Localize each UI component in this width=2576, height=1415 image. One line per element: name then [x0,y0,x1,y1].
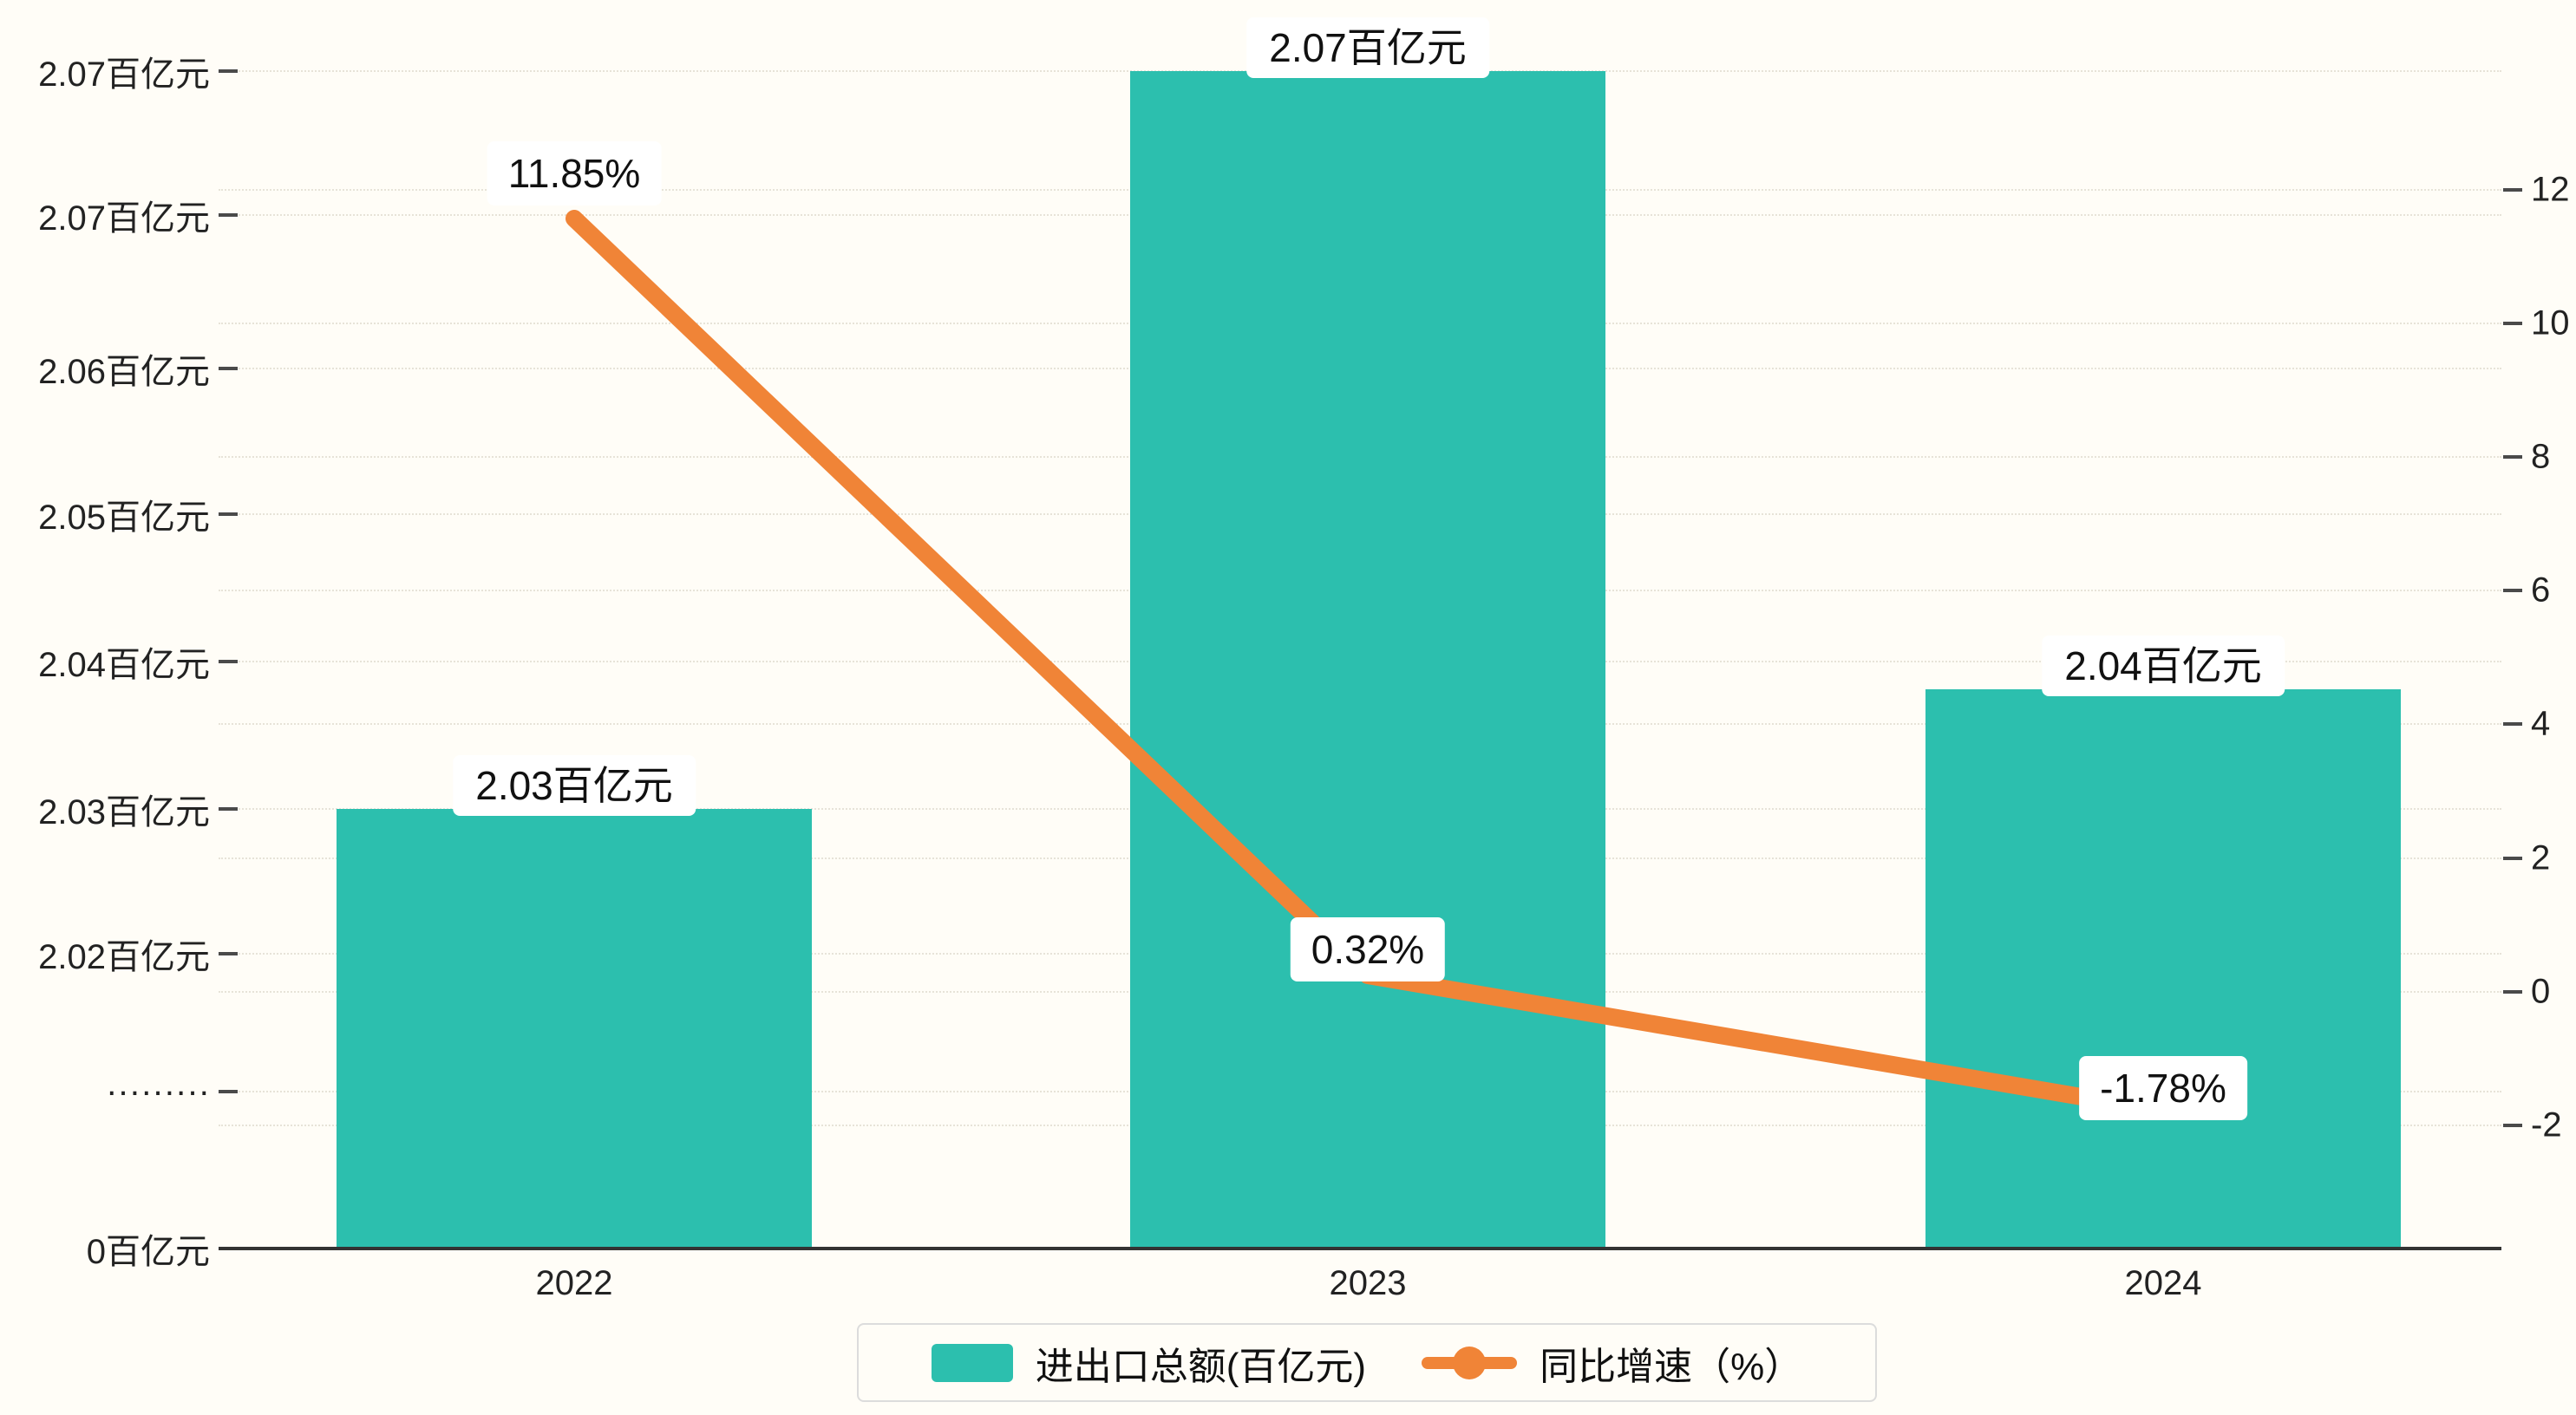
legend-label: 进出口总额(百亿元) [1035,1345,1367,1388]
right-axis-tick [2503,990,2522,994]
left-axis-tick [219,660,238,663]
x-axis-label-2024: 2024 [2124,1264,2202,1302]
left-axis-tick [219,512,238,516]
bar-2022[interactable] [337,809,812,1249]
right-axis-tick-label: -2 [2531,1105,2562,1144]
right-axis-tick-label: 12 [2531,170,2570,209]
right-axis-tick-label: 6 [2531,571,2551,610]
left-axis-tick-label: 0百亿元 [86,1233,210,1271]
bar-2023[interactable] [1130,71,1605,1249]
right-axis-tick [2503,455,2522,459]
right-axis-tick [2503,1124,2522,1127]
left-axis-tick-label: 2.07百亿元 [38,55,210,94]
left-axis-break-label: ········· [106,1072,210,1111]
legend-line-dot-icon [1422,1344,1518,1382]
left-axis-tick-label: 2.07百亿元 [38,199,210,238]
x-axis-label-2023: 2023 [1329,1264,1407,1302]
legend-bar-swatch-icon [931,1343,1013,1382]
bar-value-label-2022: 2.03百亿元 [453,755,696,816]
right-axis-tick-label: 4 [2531,704,2551,743]
left-axis-tick [219,69,238,73]
legend: 进出口总额(百亿元) 同比增速（%） [857,1323,1877,1402]
left-axis-tick [219,213,238,217]
bar-value-label-2023: 2.07百亿元 [1246,17,1489,78]
right-axis-tick [2503,188,2522,192]
legend-item-0[interactable]: 进出口总额(百亿元) [931,1335,1367,1391]
left-axis-tick [219,807,238,811]
right-axis-tick [2503,857,2522,860]
right-axis-tick-label: 10 [2531,303,2570,342]
legend-line-dot [1453,1346,1487,1379]
left-axis-tick-label: 2.05百亿元 [38,499,210,537]
left-axis-tick-label: 2.02百亿元 [38,938,210,976]
growth-value-label-2024: -1.78% [2079,1056,2247,1120]
x-axis-label-2022: 2022 [535,1264,613,1302]
bar-value-label-2024: 2.04百亿元 [2042,636,2285,696]
left-axis-tick-label: 2.03百亿元 [38,793,210,831]
left-axis-tick-label: 2.04百亿元 [38,646,210,684]
x-axis-line [219,1247,2501,1250]
right-axis-tick-label: 0 [2531,972,2551,1011]
legend-item-1[interactable]: 同比增速（%） [1422,1335,1802,1391]
right-axis-tick-label: 8 [2531,437,2551,476]
left-axis-tick-label: 2.06百亿元 [38,353,210,391]
left-axis-tick [219,1090,238,1093]
legend-label: 同比增速（%） [1540,1345,1803,1388]
right-axis-tick-label: 2 [2531,838,2551,877]
growth-value-label-2023: 0.32% [1290,917,1446,981]
right-axis-tick [2503,589,2522,592]
growth-value-label-2022: 11.85% [487,141,662,205]
right-axis-tick [2503,322,2522,325]
left-axis-tick [219,952,238,955]
right-axis-tick [2503,722,2522,726]
left-axis-tick [219,367,238,370]
bar-2024[interactable] [1925,689,2401,1249]
